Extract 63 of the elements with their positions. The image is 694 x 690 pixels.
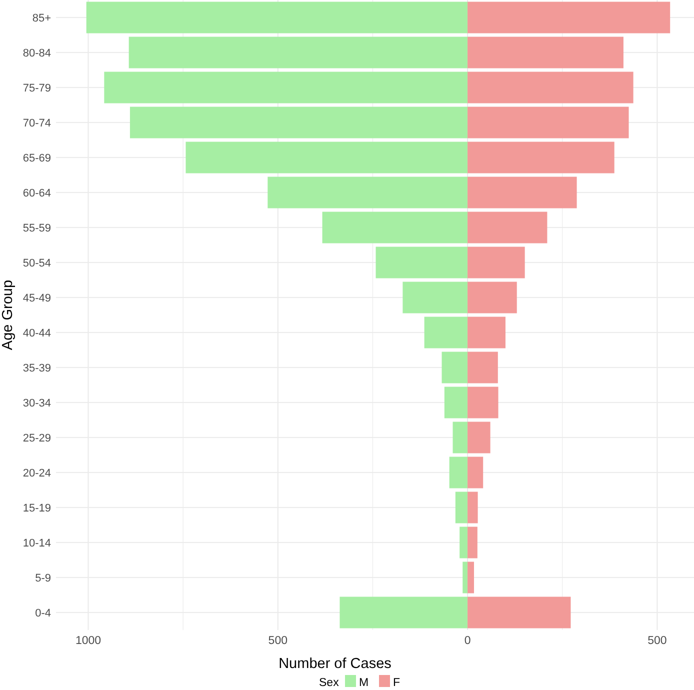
bar bbox=[186, 142, 468, 174]
bar bbox=[468, 282, 517, 314]
bar bbox=[468, 72, 634, 104]
legend-label: F bbox=[393, 677, 400, 689]
bar bbox=[128, 36, 468, 68]
bar bbox=[468, 422, 490, 454]
x-tick-label: 1000 bbox=[75, 635, 102, 647]
bar bbox=[340, 596, 468, 628]
x-tick-label: 500 bbox=[648, 635, 667, 647]
legend-label: M bbox=[359, 677, 369, 689]
y-tick-label: 35-39 bbox=[22, 362, 51, 374]
bar bbox=[376, 246, 468, 278]
x-tick-label: 500 bbox=[268, 635, 288, 647]
bar bbox=[322, 212, 468, 244]
legend-title: Sex bbox=[319, 677, 340, 689]
bar bbox=[468, 562, 474, 594]
bar bbox=[444, 386, 468, 418]
bar bbox=[468, 596, 571, 628]
bar bbox=[449, 456, 468, 488]
y-tick-label: 40-44 bbox=[22, 327, 51, 340]
y-tick-label: 5-9 bbox=[35, 572, 51, 584]
y-tick-label: 10-14 bbox=[22, 537, 51, 550]
bar bbox=[468, 2, 670, 34]
y-tick-label: 75-79 bbox=[22, 82, 51, 94]
y-tick-label: 70-74 bbox=[22, 117, 51, 130]
y-tick-label: 0-4 bbox=[35, 607, 51, 620]
bar bbox=[468, 352, 498, 384]
y-tick-label: 55-59 bbox=[22, 222, 51, 234]
bar bbox=[460, 526, 468, 558]
y-axis-title: Age Group bbox=[0, 280, 16, 350]
bar bbox=[468, 386, 498, 418]
bar bbox=[468, 526, 478, 558]
y-tick-label: 25-29 bbox=[22, 432, 51, 444]
bar bbox=[468, 176, 577, 208]
bar bbox=[468, 106, 629, 138]
bar bbox=[86, 2, 468, 34]
y-tick-label: 65-69 bbox=[22, 152, 51, 164]
y-tick-label: 85+ bbox=[32, 12, 51, 24]
bar bbox=[468, 36, 624, 68]
bar bbox=[468, 212, 548, 244]
bar bbox=[402, 282, 468, 314]
bar bbox=[468, 456, 484, 488]
y-tick-label: 30-34 bbox=[22, 397, 51, 410]
y-tick-label: 80-84 bbox=[22, 47, 51, 60]
bar bbox=[452, 422, 468, 454]
bar bbox=[424, 316, 468, 348]
bar bbox=[104, 72, 468, 104]
bar bbox=[468, 492, 478, 524]
bar bbox=[468, 142, 614, 174]
bar bbox=[468, 316, 506, 348]
x-tick-label: 0 bbox=[464, 635, 471, 647]
y-tick-label: 50-54 bbox=[22, 257, 51, 270]
bar bbox=[130, 106, 468, 138]
bar bbox=[462, 562, 468, 594]
bar bbox=[268, 176, 468, 208]
bar bbox=[442, 352, 468, 384]
y-tick-label: 15-19 bbox=[22, 502, 51, 514]
bar bbox=[455, 492, 468, 524]
bar bbox=[468, 246, 525, 278]
y-tick-label: 20-24 bbox=[22, 467, 51, 480]
y-tick-label: 60-64 bbox=[22, 187, 51, 200]
y-tick-label: 45-49 bbox=[22, 292, 51, 304]
x-axis-title: Number of Cases bbox=[278, 656, 392, 672]
